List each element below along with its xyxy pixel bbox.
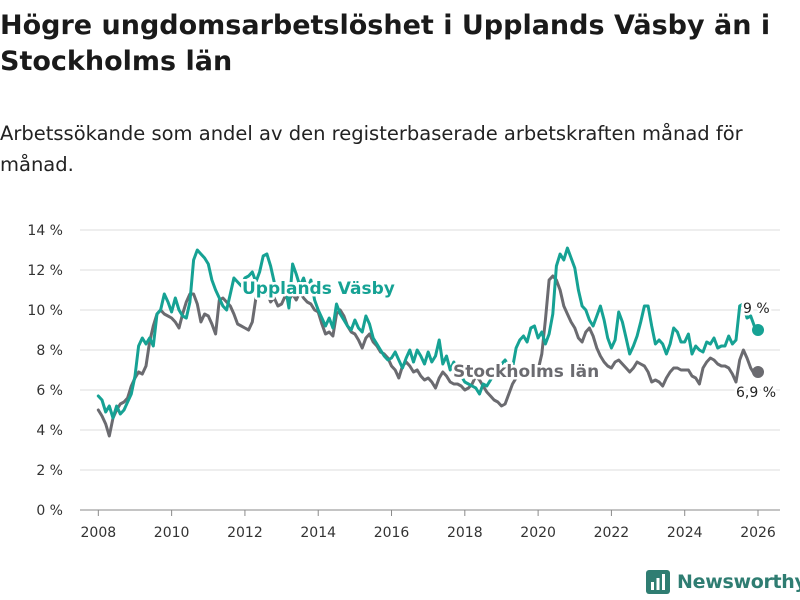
newsworthy-logo: Newsworthy — [645, 567, 800, 597]
chart-title: Högre ungdomsarbetslöshet i Upplands Väs… — [0, 10, 771, 77]
x-tick-label: 2026 — [740, 525, 776, 541]
series-label-stockholms-lan: Stockholms län — [453, 362, 599, 382]
end-label-stockholms-lan-group: 6,9 %6,9 % — [734, 383, 779, 404]
x-tick-label: 2008 — [81, 525, 117, 541]
grid-layer — [80, 229, 780, 511]
series-label-upplands-vasby: Upplands Väsby — [242, 279, 395, 299]
end-label-stockholms-lan: 6,9 % — [736, 385, 776, 401]
y-tick-label: 2 % — [36, 463, 63, 479]
end-point-stockholms-lan — [752, 366, 765, 378]
end-point-upplands-vasby — [752, 324, 765, 336]
y-tick-label: 10 % — [27, 303, 63, 319]
y-tick-label: 4 % — [36, 423, 63, 439]
chart-subtitle: Arbetssökande som andel av den registerb… — [0, 122, 743, 176]
x-tick-label: 2012 — [227, 525, 263, 541]
y-tick-label: 14 % — [27, 223, 63, 239]
series-line-stockholms-lan — [96, 274, 760, 438]
end-label-upplands-vasby-group: 9 %9 % — [741, 299, 773, 320]
x-tick-label: 2018 — [447, 525, 483, 541]
newsworthy-logo-text: Newsworthy — [677, 571, 800, 593]
x-tick-label: 2022 — [594, 525, 630, 541]
y-tick-label: 6 % — [36, 383, 63, 399]
end-label-upplands-vasby-halo: 9 % — [743, 301, 770, 317]
x-tick-label: 2024 — [667, 525, 703, 541]
series-layer — [96, 246, 765, 438]
y-tick-label: 0 % — [36, 503, 63, 519]
y-tick-label: 8 % — [36, 343, 63, 359]
series-label-upplands-vasby-halo: Upplands Väsby — [242, 279, 395, 299]
axis-layer: 0 % 2 % 4 % 6 % 8 % 10 % 12 % 14 % 2008 2010 2012 2… — [27, 223, 775, 541]
series-line-upplands-vasby — [96, 246, 760, 420]
x-tick-label: 2020 — [520, 525, 556, 541]
end-label-stockholms-lan-halo: 6,9 % — [736, 385, 776, 401]
x-tick-label: 2010 — [154, 525, 190, 541]
series-label-stockholms-lan-halo: Stockholms län — [453, 362, 599, 382]
y-tick-label: 12 % — [27, 263, 63, 279]
x-tick-label: 2016 — [374, 525, 410, 541]
x-tick-label: 2014 — [300, 525, 336, 541]
newsworthy-logo-icon — [646, 570, 670, 594]
end-label-upplands-vasby: 9 % — [743, 301, 770, 317]
